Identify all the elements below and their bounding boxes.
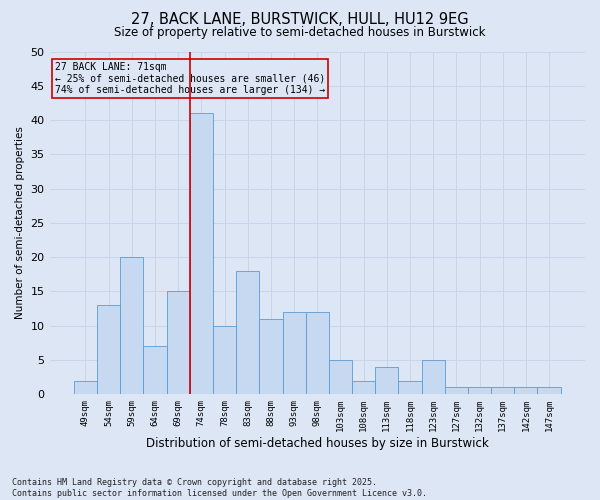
Bar [422, 360, 445, 394]
X-axis label: Distribution of semi-detached houses by size in Burstwick: Distribution of semi-detached houses by … [146, 437, 488, 450]
Bar [120, 257, 143, 394]
Bar [514, 388, 538, 394]
Bar [468, 388, 491, 394]
Bar [305, 312, 329, 394]
Bar [190, 113, 213, 394]
Bar [352, 380, 375, 394]
Bar [236, 271, 259, 394]
Bar [259, 319, 283, 394]
Bar [398, 380, 422, 394]
Bar [538, 388, 560, 394]
Text: 27 BACK LANE: 71sqm
← 25% of semi-detached houses are smaller (46)
74% of semi-d: 27 BACK LANE: 71sqm ← 25% of semi-detach… [55, 62, 325, 95]
Y-axis label: Number of semi-detached properties: Number of semi-detached properties [15, 126, 25, 320]
Text: Contains HM Land Registry data © Crown copyright and database right 2025.
Contai: Contains HM Land Registry data © Crown c… [12, 478, 427, 498]
Bar [167, 292, 190, 395]
Text: 27, BACK LANE, BURSTWICK, HULL, HU12 9EG: 27, BACK LANE, BURSTWICK, HULL, HU12 9EG [131, 12, 469, 28]
Bar [143, 346, 167, 395]
Bar [213, 326, 236, 394]
Bar [74, 380, 97, 394]
Bar [491, 388, 514, 394]
Bar [445, 388, 468, 394]
Bar [375, 367, 398, 394]
Bar [97, 305, 120, 394]
Bar [329, 360, 352, 394]
Text: Size of property relative to semi-detached houses in Burstwick: Size of property relative to semi-detach… [114, 26, 486, 39]
Bar [283, 312, 305, 394]
